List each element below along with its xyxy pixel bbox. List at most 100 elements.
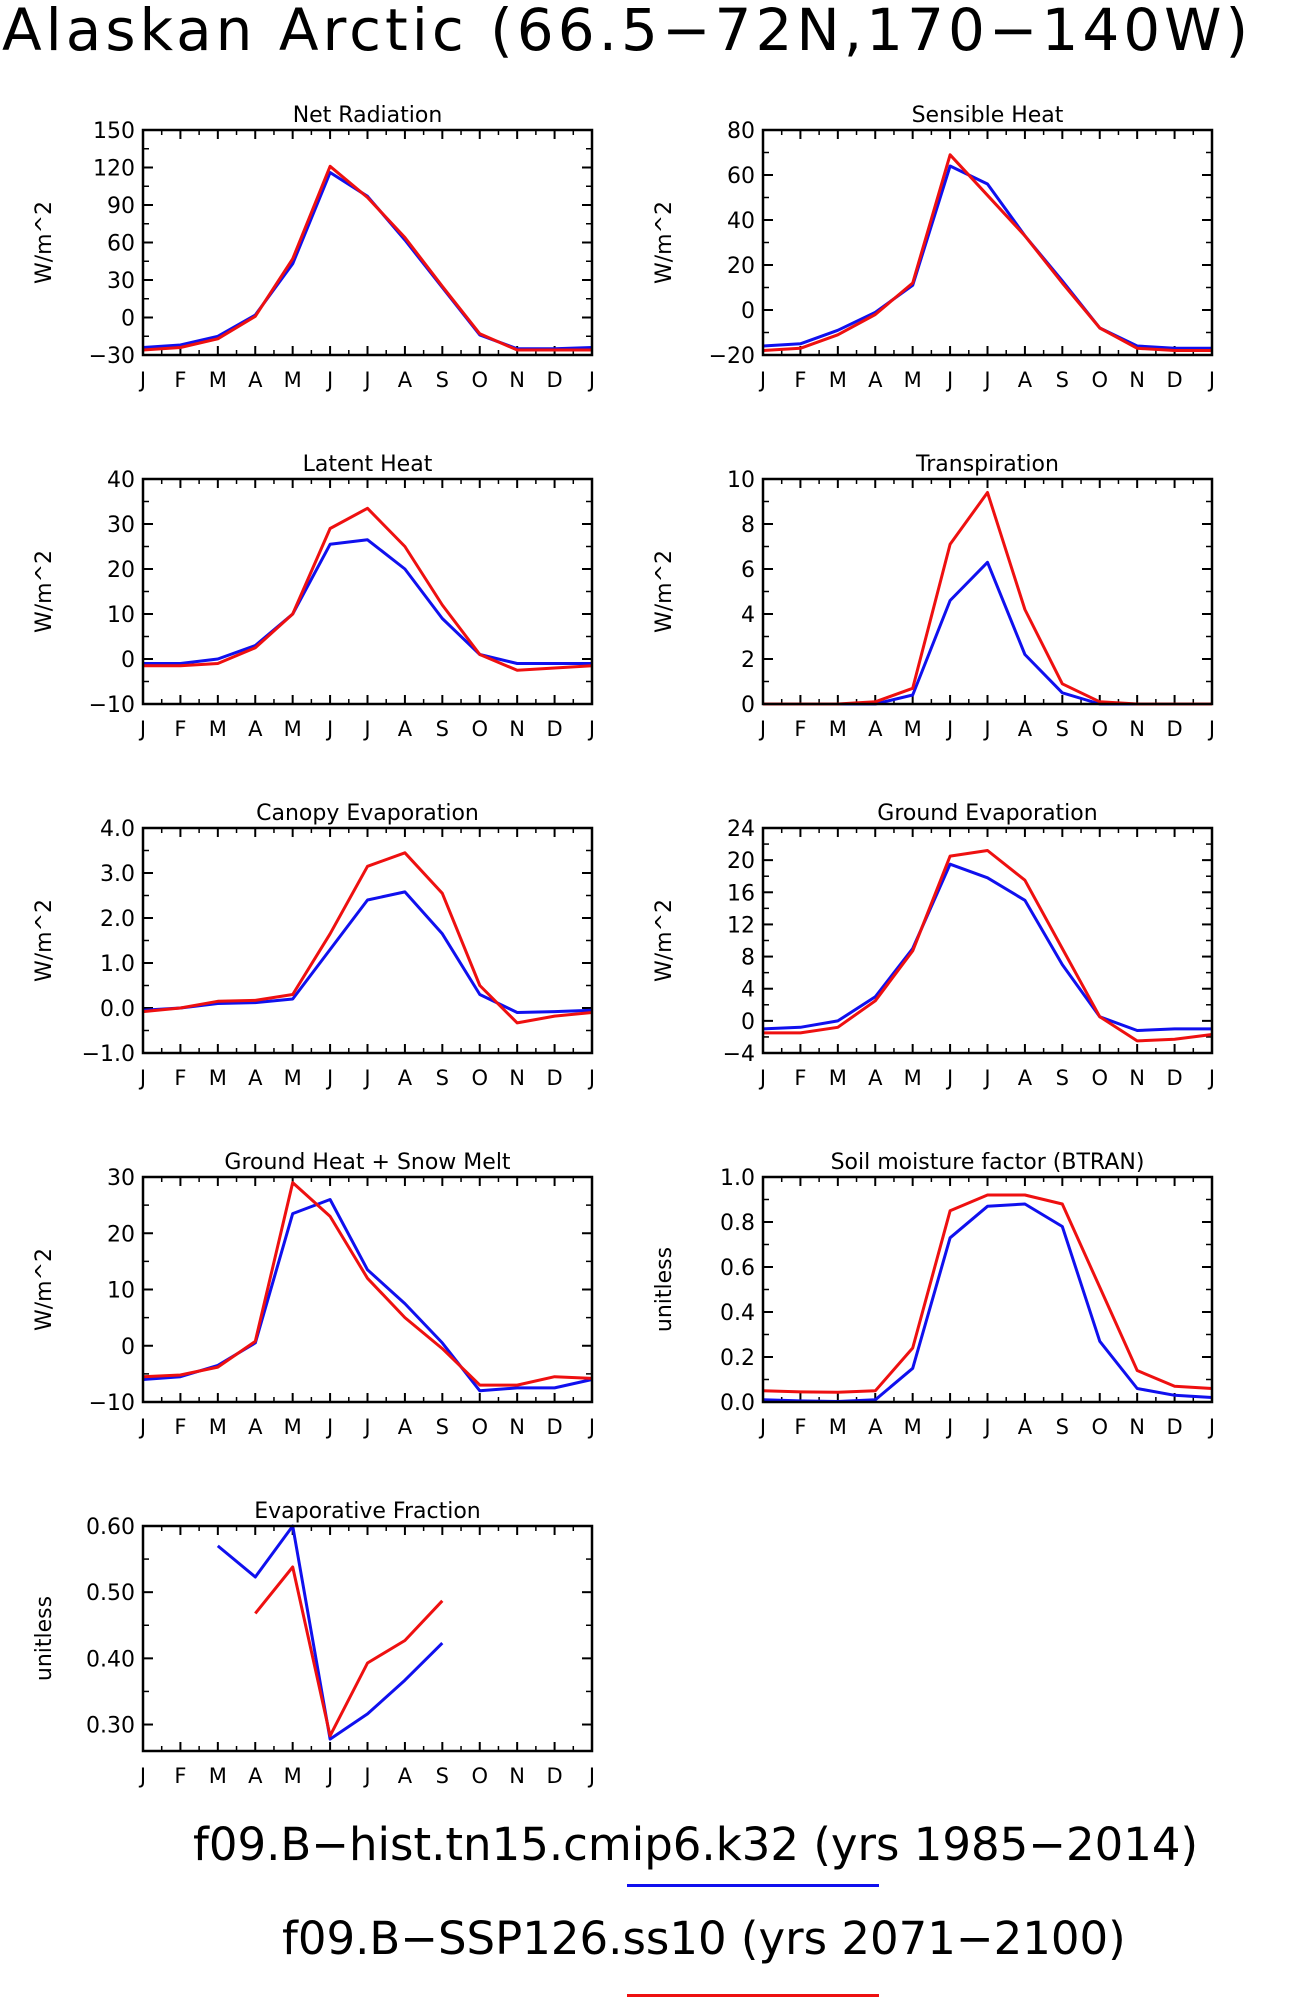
x-tick-label: S: [436, 368, 449, 392]
x-tick-label: F: [174, 1415, 186, 1439]
x-tick-label: N: [509, 1066, 525, 1090]
plot-frame: [761, 477, 1214, 706]
x-tick-label: A: [248, 1764, 263, 1788]
y-tick-label: 150: [93, 119, 135, 144]
panel-title: Transpiration: [915, 452, 1059, 477]
plot-frame: [141, 1524, 594, 1753]
x-tick-label: M: [284, 1764, 302, 1788]
y-axis-label: W/m^2: [32, 550, 57, 633]
x-tick-label: S: [436, 1066, 449, 1090]
series-line-hist: [142, 1198, 593, 1393]
y-tick-label: 30: [107, 513, 135, 538]
x-tick-label: J: [138, 368, 146, 392]
x-tick-label: M: [904, 1415, 922, 1439]
y-tick-label: −10: [89, 1391, 135, 1416]
x-tick-label: A: [398, 1764, 413, 1788]
y-tick-label: 120: [93, 157, 135, 182]
x-tick-label: F: [794, 1066, 806, 1090]
series-line-hist: [762, 164, 1212, 350]
x-tick-label: J: [587, 368, 595, 392]
x-tick-label: N: [1129, 368, 1145, 392]
x-tick-label: M: [904, 1066, 922, 1090]
y-tick-label: 20: [107, 1222, 135, 1247]
x-tick-label: J: [362, 717, 370, 741]
y-tick-label: 0: [121, 307, 135, 332]
y-tick-label: 20: [727, 254, 755, 279]
y-tick-label: 8: [741, 946, 755, 971]
y-tick-label: 0.2: [720, 1346, 755, 1371]
plot-frame: [141, 128, 594, 357]
y-tick-label: 30: [107, 1166, 135, 1191]
x-tick-label: J: [1207, 368, 1215, 392]
y-tick-label: 0.40: [86, 1647, 135, 1672]
series-line-hist: [216, 1524, 444, 1741]
plot-frame: [761, 1175, 1214, 1404]
panel-title: Latent Heat: [303, 452, 433, 477]
series-line-ssp: [142, 1181, 593, 1387]
x-tick-label: J: [362, 368, 370, 392]
figure-title: Alaskan Arctic (66.5−72N,170−140W): [2, 0, 1253, 64]
x-tick-label: J: [758, 368, 766, 392]
x-tick-label: D: [1166, 1415, 1182, 1439]
series-line-ssp: [142, 851, 593, 1025]
x-tick-label: D: [546, 1066, 562, 1090]
x-tick-label: O: [471, 1066, 488, 1090]
x-tick-label: O: [471, 368, 488, 392]
x-tick-label: D: [1166, 368, 1182, 392]
y-tick-label: 24: [727, 817, 755, 842]
x-tick-label: D: [546, 1415, 562, 1439]
x-tick-label: J: [138, 1415, 146, 1439]
y-tick-label: 0: [121, 648, 135, 673]
series-line-ssp: [143, 506, 593, 672]
x-tick-label: A: [248, 717, 263, 741]
x-tick-label: O: [471, 1415, 488, 1439]
x-tick-label: O: [1091, 717, 1108, 741]
x-tick-label: J: [982, 717, 990, 741]
x-tick-label: A: [868, 1415, 883, 1439]
panel-title: Soil moisture factor (BTRAN): [831, 1150, 1145, 1175]
y-tick-label: 0.50: [86, 1581, 135, 1606]
x-tick-label: O: [1091, 1415, 1108, 1439]
panel-title: Sensible Heat: [912, 103, 1064, 128]
y-tick-label: 90: [107, 194, 135, 219]
x-tick-label: N: [509, 717, 525, 741]
series-line-ssp: [254, 1565, 444, 1738]
legend-ssp-line: [627, 1994, 879, 1997]
x-tick-label: A: [868, 1066, 883, 1090]
legend-ssp-label: f09.B−SSP126.ss10 (yrs 2071−2100): [282, 1912, 1126, 1965]
x-tick-label: J: [1207, 1066, 1215, 1090]
y-tick-label: 0: [741, 1010, 755, 1035]
x-tick-label: F: [794, 1415, 806, 1439]
x-tick-label: F: [794, 717, 806, 741]
y-tick-label: −20: [709, 344, 755, 369]
x-tick-label: M: [829, 1066, 847, 1090]
x-tick-label: F: [174, 1764, 186, 1788]
x-tick-label: A: [1018, 717, 1033, 741]
y-tick-label: 40: [107, 468, 135, 493]
panel-title: Evaporative Fraction: [254, 1499, 480, 1524]
x-tick-label: J: [1207, 717, 1215, 741]
plot-frame: [761, 826, 1214, 1055]
y-tick-label: 6: [741, 558, 755, 583]
y-axis-label: W/m^2: [32, 899, 57, 982]
x-tick-label: J: [758, 717, 766, 741]
y-tick-label: 4: [741, 978, 755, 1003]
series-line-ssp: [763, 849, 1213, 1043]
x-tick-label: S: [1056, 368, 1069, 392]
x-tick-label: M: [284, 1066, 302, 1090]
series-line-ssp: [142, 164, 592, 352]
x-tick-label: J: [138, 1764, 146, 1788]
x-tick-label: A: [398, 1066, 413, 1090]
x-tick-label: M: [209, 1066, 227, 1090]
x-tick-label: A: [248, 368, 263, 392]
y-tick-label: 0.0: [720, 1391, 755, 1416]
panel-title: Ground Heat + Snow Melt: [224, 1150, 511, 1175]
x-tick-label: D: [1166, 717, 1182, 741]
x-tick-label: J: [982, 1066, 990, 1090]
x-tick-label: S: [436, 1415, 449, 1439]
